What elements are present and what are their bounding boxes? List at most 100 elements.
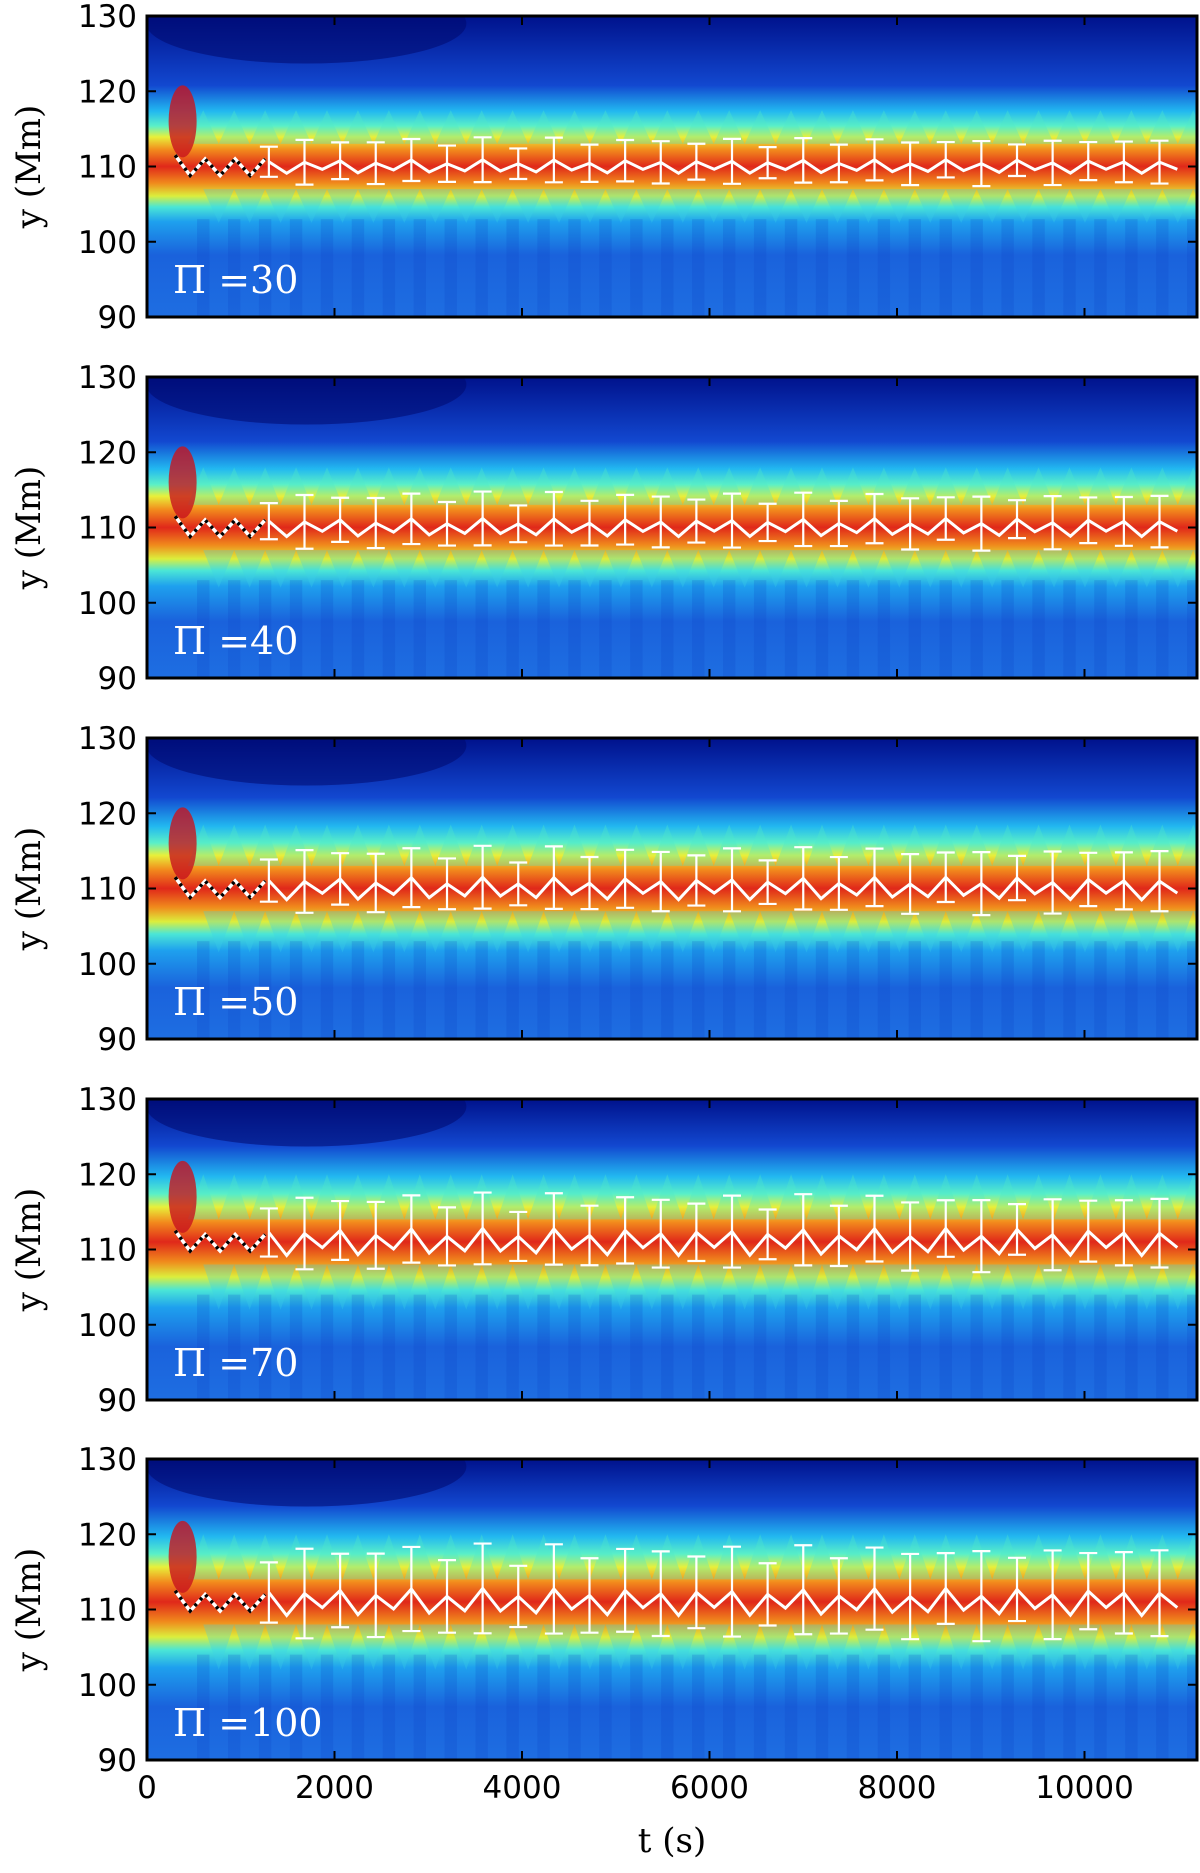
panel-5: 90 100 110 120 130 y (Mm) Π =100 [9,1442,1199,1779]
heatmap-crest [218,1174,250,1220]
heatmap-trough [234,189,266,223]
heatmap-streak [1125,580,1138,678]
heatmap-crest [775,1174,807,1220]
heatmap-trough [914,911,946,953]
heatmap-trough [512,911,544,953]
heatmap-crest [868,110,900,144]
heatmap-flare [168,807,197,880]
y-tick-label: 90 [98,1743,137,1779]
heatmap-trough [450,550,482,588]
heatmap-background [147,16,1197,317]
y-tick-label: 120 [78,796,137,832]
heatmap-trough [419,1624,451,1670]
heatmap-crest [1054,467,1085,505]
heatmap-trough [1069,550,1101,588]
heatmap-trough [234,1624,266,1670]
heatmap-streak [1094,1294,1107,1400]
heatmap-streak [908,941,921,1039]
heatmap-crest [497,467,529,505]
panels: 90 100 110 120 130 y (Mm) Π =30 90 100 110 120 130 y… [9,0,1199,1779]
heatmap-crest [713,110,745,144]
y-tick-label: 90 [98,1383,137,1419]
heatmap-streak [258,580,272,678]
heatmap-crest [497,1534,529,1580]
heatmap-streak [444,1654,457,1760]
heatmap-streak [1187,1654,1197,1760]
heatmap-streak [537,941,550,1039]
heatmap-crest [1115,110,1147,144]
heatmap-streak [197,580,210,678]
heatmap-streak [537,1294,550,1400]
heatmap-streak [228,1654,241,1760]
heatmap-streak [506,580,519,678]
heatmap-trough [357,911,389,953]
heatmap-trough [791,550,822,588]
y-tick-label: 100 [78,225,137,261]
heatmap-trough [1069,911,1101,953]
heatmap-trough [605,550,637,588]
heatmap-trough [698,550,730,588]
heatmap-streak [382,1654,396,1760]
heatmap-streak [753,1294,767,1400]
heatmap-trough [729,550,761,588]
heatmap-trough [419,911,451,953]
heatmap-streak [1032,1654,1045,1760]
heatmap-trough [976,1264,1008,1310]
heatmap-crest [682,467,714,505]
heatmap-streak [970,219,983,317]
heatmap-streak [939,580,952,678]
heatmap-trough [605,1264,637,1310]
heatmap-crest [620,110,652,144]
x-tick-label: 2000 [295,1770,374,1806]
heatmap-crest [497,110,529,144]
heatmap-trough [1038,1624,1070,1670]
x-axis: 0 2000 4000 6000 8000 10000 t (s) [137,1770,1134,1861]
heatmap-crest [899,110,931,144]
heatmap-crest [713,1174,745,1220]
heatmap-trough [419,550,451,588]
heatmap-trough [883,911,915,953]
heatmap-trough [512,1264,544,1310]
heatmap-trough [327,911,358,953]
heatmap-trough [1162,1264,1194,1310]
heatmap-streak [568,580,581,678]
heatmap-trough [543,911,575,953]
heatmap-streak [753,1654,767,1760]
heatmap-streak [939,1294,952,1400]
heatmap-trough [450,189,482,223]
heatmap-streak [1156,941,1169,1039]
heatmap-streak [1063,219,1076,317]
heatmap-streak [908,580,921,678]
heatmap-crest [559,467,590,505]
heatmap-streak [1125,1654,1138,1760]
y-tick-label: 110 [78,150,137,186]
heatmap-trough [729,1264,761,1310]
center-line-white [267,516,1179,539]
center-line-black-dotted [173,154,267,179]
heatmap-trough [791,189,822,223]
heatmap-crest [589,1534,621,1580]
heatmap-trough [265,1624,297,1670]
heatmap-streak [258,941,272,1039]
heatmap-streak [723,941,736,1039]
heatmap-background [147,738,1197,1039]
heatmap-crest [1084,1174,1116,1220]
heatmap-streak [506,941,519,1039]
heatmap-streak [320,219,334,317]
heatmap-trough [481,189,513,223]
heatmap-dark-region [147,1099,467,1147]
heatmap-crest [280,110,312,144]
heatmap-trough [852,1624,884,1670]
heatmap-streak [1094,219,1107,317]
heatmap-trough [822,1624,853,1670]
heatmap-streak [1032,1294,1045,1400]
heatmap-trough [1007,1624,1039,1670]
heatmap-crest [373,467,405,505]
heatmap-trough [543,1264,575,1310]
heatmap-streak [877,1654,891,1760]
heatmap-texture [147,738,1197,1039]
heatmap-streak [444,1294,457,1400]
heatmap-trough [667,550,699,588]
heatmap-dark-region [147,377,467,425]
heatmap-streak [753,580,767,678]
